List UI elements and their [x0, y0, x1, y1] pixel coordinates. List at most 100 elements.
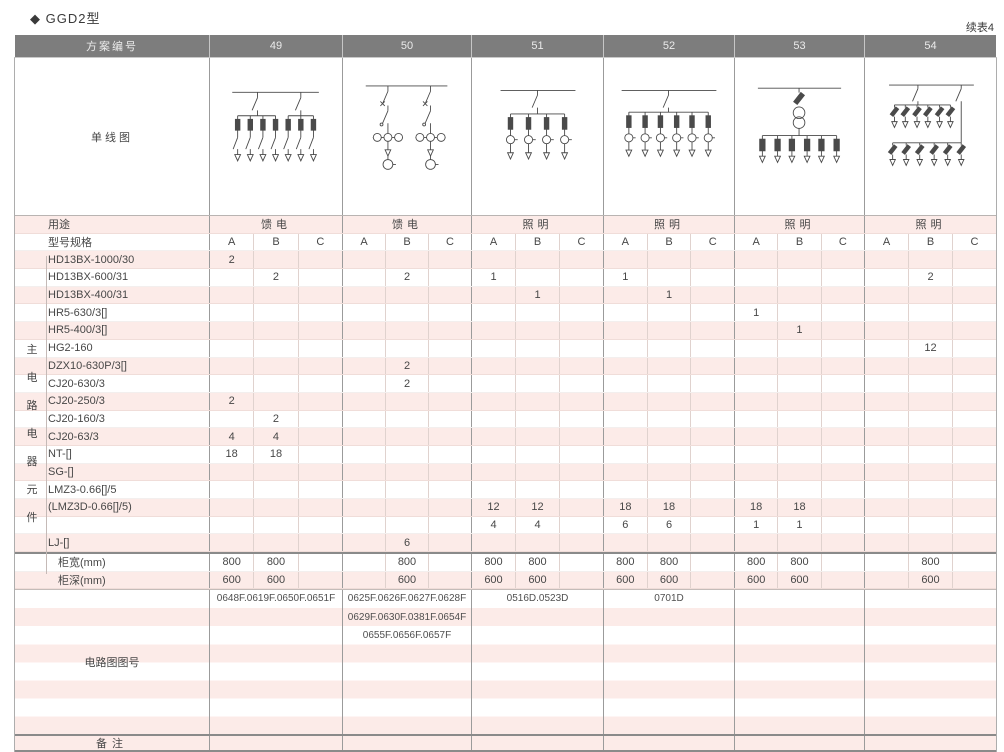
value-cell: 600	[222, 574, 241, 587]
column-group	[209, 339, 342, 357]
value-cell	[735, 322, 777, 339]
column-group	[603, 304, 734, 322]
circuit-code: 0655F.0656F.0657F	[362, 629, 452, 641]
value-cell	[210, 481, 253, 498]
value-cell	[820, 357, 864, 375]
column-group: 600	[864, 571, 996, 589]
value-cell	[604, 340, 647, 357]
circuit-code-section: 电路图图号 0648F.0619F.0650F.0651F 0625F.0626F…	[15, 589, 996, 735]
single-line-diagram-53	[734, 58, 864, 215]
value-cell: 6	[646, 516, 691, 534]
column-group: 1	[734, 322, 864, 339]
value-cell	[385, 428, 428, 445]
value-cell: 600	[385, 571, 428, 589]
value-cell	[210, 411, 253, 428]
value-cell	[559, 428, 603, 445]
value-cell	[343, 322, 385, 339]
component-name: SG-[]	[48, 465, 74, 478]
value-cell	[820, 322, 864, 339]
column-group	[864, 428, 996, 445]
side-label-char: 主	[26, 344, 38, 356]
value-cell	[343, 340, 385, 357]
value-cell	[908, 322, 952, 339]
value-cell	[735, 428, 777, 445]
value-cell	[735, 251, 777, 268]
value-cell	[820, 499, 864, 516]
value-cell	[559, 322, 603, 339]
value-cell	[777, 463, 820, 481]
value-cell	[777, 251, 820, 269]
value-cell	[865, 554, 908, 571]
column-group	[342, 304, 471, 322]
diagram-row: 单线图	[15, 58, 996, 216]
value-cell	[646, 410, 691, 428]
column-group	[734, 410, 864, 428]
value-cell	[820, 445, 864, 463]
value-cell: A	[360, 236, 368, 249]
value-cell	[515, 269, 559, 286]
column-group	[342, 322, 471, 339]
value-cell	[777, 357, 820, 375]
value-cell	[646, 428, 691, 445]
value-cell	[343, 554, 385, 571]
column-group	[342, 516, 471, 534]
column-group	[603, 445, 734, 463]
value-cell	[646, 304, 691, 322]
value-cell: B	[385, 233, 428, 251]
value-cell	[343, 393, 385, 410]
value-cell	[559, 481, 603, 498]
value-cell: 2	[908, 269, 952, 286]
value-cell: 6	[622, 519, 629, 532]
value-cell	[865, 251, 908, 268]
value-cell	[343, 464, 385, 481]
component-name: HR5-630/3[]	[48, 306, 108, 319]
scheme-header-row: 方案编号 49 50 51 52 53 54	[15, 35, 996, 57]
component-row: HR5-630/3[] 1	[15, 304, 996, 323]
value-cell	[385, 322, 428, 339]
column-group	[471, 392, 603, 410]
column-group: 1	[734, 304, 864, 322]
value-cell	[735, 464, 777, 481]
value-cell	[865, 534, 908, 551]
value-cell	[735, 375, 777, 392]
value-cell	[428, 481, 471, 498]
scheme-number: 52	[603, 35, 734, 57]
value-cell	[952, 251, 996, 269]
single-line-diagram-54	[864, 58, 996, 215]
column-group	[471, 375, 603, 392]
value-cell	[559, 286, 603, 304]
value-cell	[690, 481, 734, 498]
value-cell	[428, 392, 471, 410]
value-cell	[385, 286, 428, 304]
value-cell	[908, 286, 952, 304]
column-group: 600 600	[603, 571, 734, 589]
diagram-row-label: 单线图	[91, 131, 133, 144]
column-group	[209, 357, 342, 375]
value-cell	[865, 517, 908, 534]
value-cell	[253, 516, 297, 534]
value-cell	[908, 516, 952, 534]
value-cell	[865, 322, 908, 339]
value-cell: C	[690, 233, 734, 251]
remark-cell	[734, 736, 864, 751]
component-name: HD13BX-400/31	[48, 289, 129, 302]
value-cell	[646, 357, 691, 375]
value-cell	[820, 463, 864, 481]
component-name: CJ20-250/3	[48, 395, 105, 408]
component-rows: HD13BX-1000/30 2 HD13BX-600/31 2 2 1 1 2 HD13BX-…	[15, 251, 996, 553]
remark-cell	[471, 736, 603, 751]
column-group: 600 600	[734, 571, 864, 589]
value-cell	[690, 534, 734, 552]
value-cell	[559, 516, 603, 534]
value-cell	[343, 411, 385, 428]
value-cell	[952, 499, 996, 516]
column-group	[471, 410, 603, 428]
value-cell	[210, 464, 253, 481]
value-cell	[385, 304, 428, 322]
value-cell	[472, 251, 515, 268]
circuit-code: 0701D	[654, 593, 684, 605]
value-cell	[908, 445, 952, 463]
value-cell	[297, 554, 342, 571]
column-group	[471, 481, 603, 498]
